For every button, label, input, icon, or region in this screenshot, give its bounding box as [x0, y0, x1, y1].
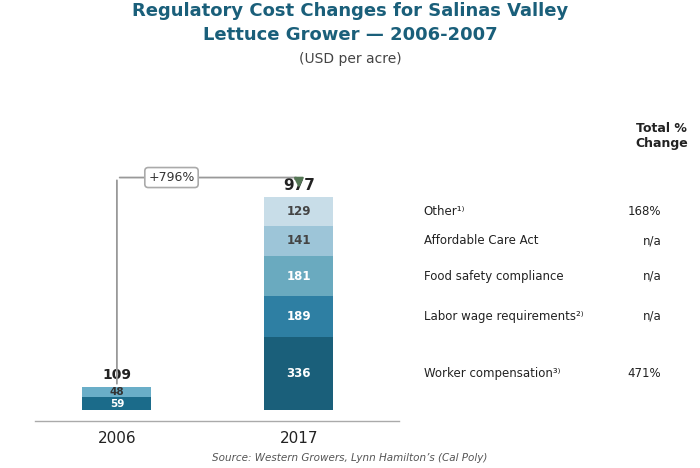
- Text: 181: 181: [287, 270, 312, 283]
- Text: Regulatory Cost Changes for Salinas Valley: Regulatory Cost Changes for Salinas Vall…: [132, 2, 568, 20]
- Text: Worker compensation³⁾: Worker compensation³⁾: [424, 367, 560, 380]
- Text: Lettuce Grower — 2006-2007: Lettuce Grower — 2006-2007: [203, 26, 497, 44]
- Text: n/a: n/a: [643, 234, 662, 248]
- Text: n/a: n/a: [643, 270, 662, 283]
- Bar: [83, 387, 151, 397]
- Text: 189: 189: [286, 310, 312, 323]
- Bar: [265, 197, 333, 226]
- Text: 977: 977: [283, 178, 315, 193]
- Text: Labor wage requirements²⁾: Labor wage requirements²⁾: [424, 310, 583, 323]
- Bar: [265, 256, 333, 296]
- Text: 471%: 471%: [628, 367, 661, 380]
- Text: 48: 48: [110, 387, 124, 397]
- Text: Source: Western Growers, Lynn Hamilton’s (Cal Poly): Source: Western Growers, Lynn Hamilton’s…: [212, 453, 488, 463]
- Bar: [265, 337, 333, 410]
- Bar: [83, 397, 151, 410]
- Bar: [265, 296, 333, 337]
- Text: (USD per acre): (USD per acre): [299, 52, 401, 66]
- Text: 129: 129: [287, 205, 312, 218]
- Text: 109: 109: [102, 368, 132, 382]
- Text: Food safety compliance: Food safety compliance: [424, 270, 563, 283]
- Text: 141: 141: [287, 234, 312, 248]
- Text: Other¹⁾: Other¹⁾: [424, 205, 465, 218]
- Text: Affordable Care Act: Affordable Care Act: [424, 234, 538, 248]
- Bar: [265, 226, 333, 256]
- Text: Total %
Change: Total % Change: [635, 122, 688, 150]
- Text: 168%: 168%: [628, 205, 661, 218]
- Text: +796%: +796%: [148, 171, 195, 184]
- Text: n/a: n/a: [643, 310, 662, 323]
- Text: 59: 59: [110, 399, 124, 409]
- Text: 336: 336: [287, 367, 312, 380]
